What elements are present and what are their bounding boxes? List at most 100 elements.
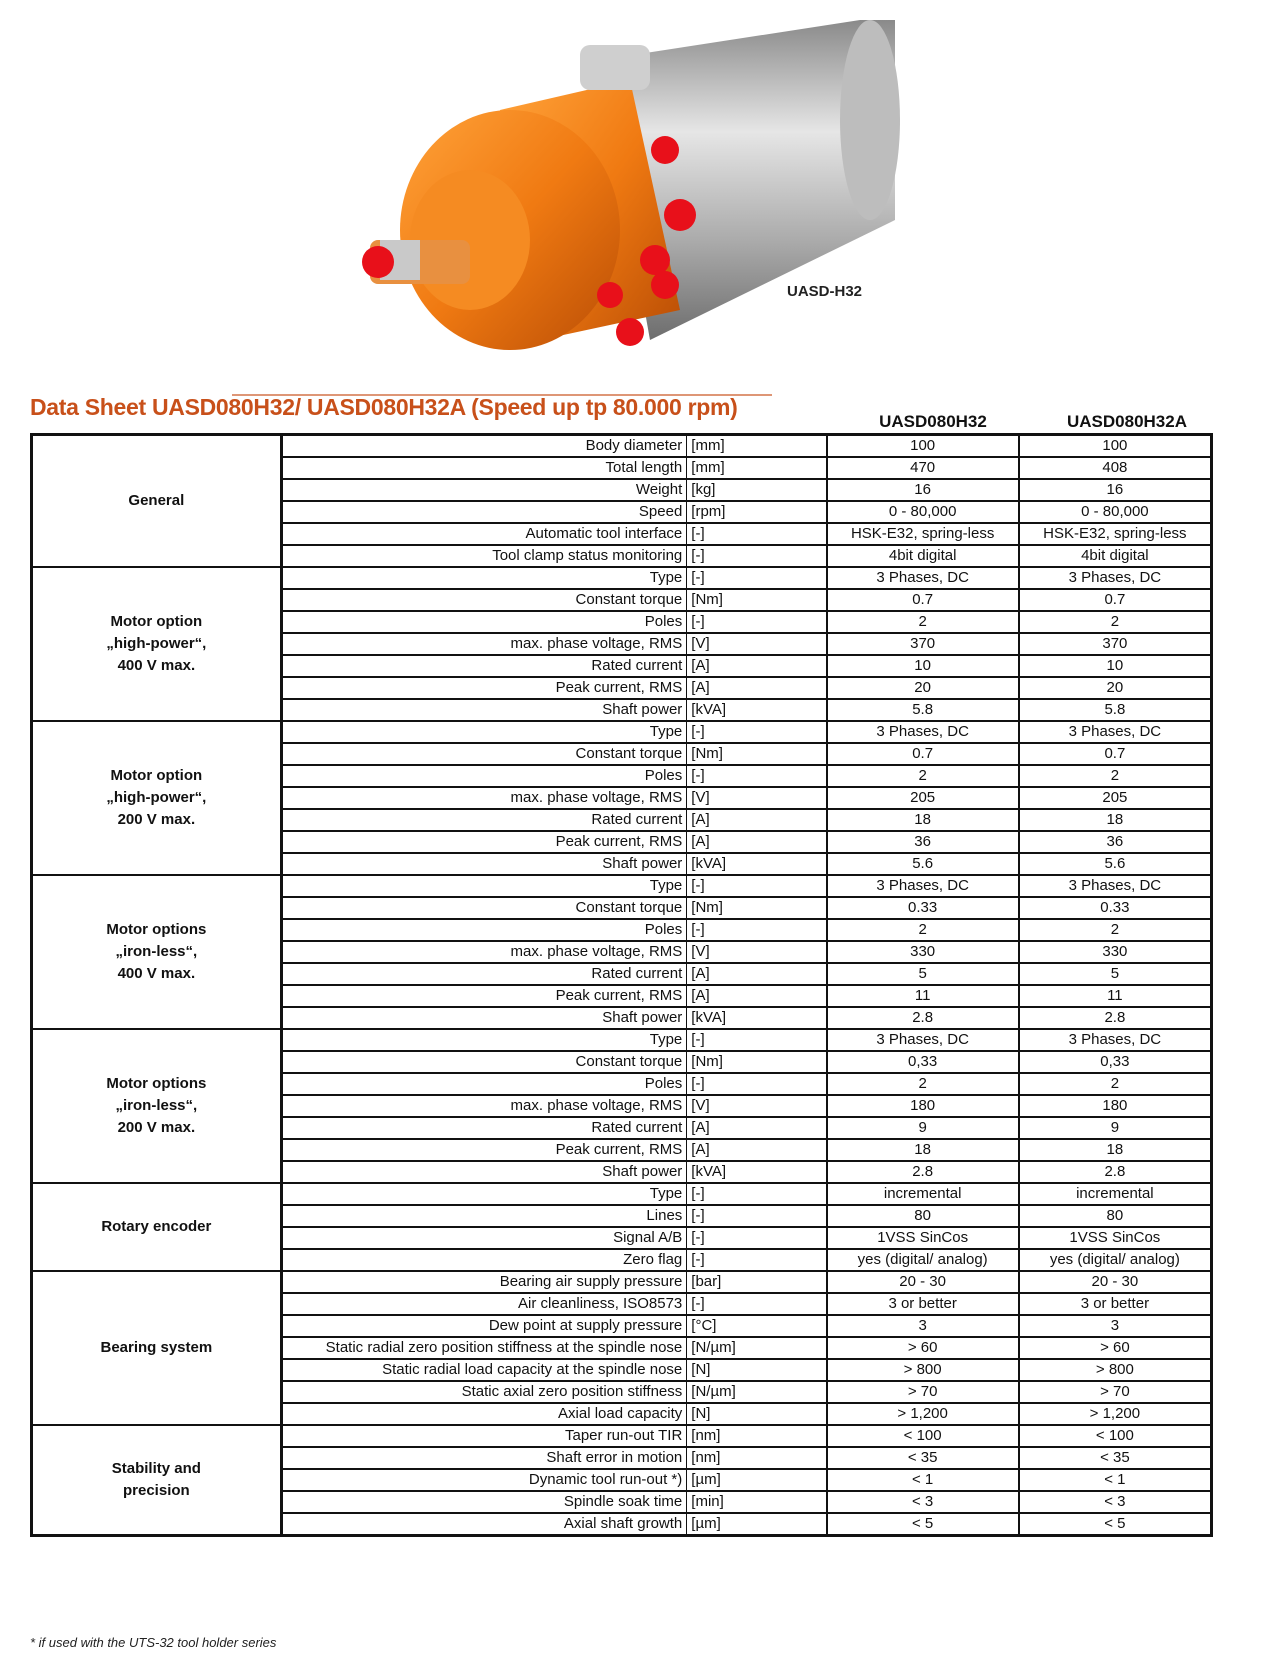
table-row: Shaft power [kVA] 2.8 2.8 <box>32 1160 1213 1184</box>
table-row: Automatic tool interface [-] HSK-E32, spri… <box>32 522 1213 546</box>
value-uasd080h32a: 330 <box>1017 940 1213 964</box>
value-uasd080h32a: 1VSS SinCos <box>1017 1226 1213 1250</box>
value-uasd080h32: 180 <box>825 1094 1020 1118</box>
table-row: Lines [-] 80 80 <box>32 1204 1213 1228</box>
unit: [-] <box>686 1182 828 1206</box>
page-title: Data Sheet UASD080H32/ UASD080H32A (Spee… <box>30 394 738 420</box>
value-uasd080h32: > 800 <box>825 1358 1020 1382</box>
value-uasd080h32a: 20 - 30 <box>1017 1270 1213 1294</box>
unit: [kVA] <box>686 852 828 876</box>
value-uasd080h32: 80 <box>825 1204 1020 1228</box>
value-uasd080h32: > 1,200 <box>825 1402 1020 1426</box>
title-rule <box>232 394 772 396</box>
value-uasd080h32a: > 1,200 <box>1017 1402 1213 1426</box>
value-uasd080h32: < 35 <box>825 1446 1020 1470</box>
parameter-name: max. phase voltage, RMS <box>280 632 688 656</box>
unit: [-] <box>686 1248 828 1272</box>
unit: [A] <box>686 984 828 1008</box>
spec-table: General Body diameter [mm] 100 100 Total leng… <box>30 433 1213 1537</box>
value-uasd080h32a: yes (digital/ analog) <box>1017 1248 1213 1272</box>
table-row: Poles [-] 2 2 <box>32 610 1213 634</box>
unit: [N] <box>686 1402 828 1426</box>
table-row: max. phase voltage, RMS [V] 330 330 <box>32 940 1213 964</box>
unit: [mm] <box>686 456 828 480</box>
unit: [Nm] <box>686 742 828 766</box>
value-uasd080h32a: 5 <box>1017 962 1213 986</box>
unit: [A] <box>686 830 828 854</box>
value-uasd080h32: 5 <box>825 962 1020 986</box>
table-row: Shaft power [kVA] 5.8 5.8 <box>32 698 1213 722</box>
parameter-name: Dew point at supply pressure <box>280 1314 688 1338</box>
value-uasd080h32: HSK-E32, spring-less <box>825 522 1020 546</box>
value-uasd080h32a: 2 <box>1017 764 1213 788</box>
group-label: Motor options „iron-less“, 400 V max. <box>30 874 283 1030</box>
unit: [-] <box>686 1292 828 1316</box>
unit: [A] <box>686 962 828 986</box>
value-uasd080h32: 18 <box>825 808 1020 832</box>
table-row: Peak current, RMS [A] 18 18 <box>32 1138 1213 1162</box>
unit: [A] <box>686 808 828 832</box>
value-uasd080h32a: < 3 <box>1017 1490 1213 1514</box>
parameter-name: Shaft error in motion <box>280 1446 688 1470</box>
parameter-name: Axial load capacity <box>280 1402 688 1426</box>
value-uasd080h32a: 3 Phases, DC <box>1017 1028 1213 1052</box>
value-uasd080h32a: 2.8 <box>1017 1006 1213 1030</box>
value-uasd080h32a: < 5 <box>1017 1512 1213 1537</box>
parameter-name: Total length <box>280 456 688 480</box>
value-uasd080h32a: 0.33 <box>1017 896 1213 920</box>
parameter-name: Body diameter <box>280 433 688 458</box>
unit: [kVA] <box>686 698 828 722</box>
column-header-uasd080h32: UASD080H32 <box>879 412 987 431</box>
table-row: Dew point at supply pressure [°C] 3 3 <box>32 1314 1213 1338</box>
value-uasd080h32a: 36 <box>1017 830 1213 854</box>
parameter-name: max. phase voltage, RMS <box>280 940 688 964</box>
value-uasd080h32a: > 60 <box>1017 1336 1213 1360</box>
value-uasd080h32a: HSK-E32, spring-less <box>1017 522 1213 546</box>
unit: [kg] <box>686 478 828 502</box>
unit: [N] <box>686 1358 828 1382</box>
table-row: Static radial load capacity at the spind… <box>32 1358 1213 1382</box>
value-uasd080h32: yes (digital/ analog) <box>825 1248 1020 1272</box>
value-uasd080h32: > 70 <box>825 1380 1020 1404</box>
parameter-name: Dynamic tool run-out *) <box>280 1468 688 1492</box>
table-row: Static radial zero position stiffness at… <box>32 1336 1213 1360</box>
unit: [-] <box>686 544 828 568</box>
table-row: Rated current [A] 5 5 <box>32 962 1213 986</box>
value-uasd080h32a: > 800 <box>1017 1358 1213 1382</box>
value-uasd080h32: 0.7 <box>825 742 1020 766</box>
value-uasd080h32a: 0 - 80,000 <box>1017 500 1213 524</box>
table-row: max. phase voltage, RMS [V] 180 180 <box>32 1094 1213 1118</box>
value-uasd080h32: 2.8 <box>825 1006 1020 1030</box>
table-row: Rated current [A] 9 9 <box>32 1116 1213 1140</box>
parameter-name: Type <box>280 874 688 898</box>
table-row: Motor option „high-power“, 200 V max. Typ… <box>30 720 1213 876</box>
value-uasd080h32a: 20 <box>1017 676 1213 700</box>
table-row: Shaft error in motion [nm] < 35 < 35 <box>32 1446 1213 1470</box>
unit: [-] <box>686 918 828 942</box>
unit: [mm] <box>686 433 828 458</box>
value-uasd080h32a: 2 <box>1017 918 1213 942</box>
table-row: Motor options „iron-less“, 200 V max. Typ… <box>30 1028 1213 1184</box>
value-uasd080h32a: 3 Phases, DC <box>1017 874 1213 898</box>
value-uasd080h32: 3 Phases, DC <box>825 874 1020 898</box>
unit: [A] <box>686 654 828 678</box>
parameter-name: Static axial zero position stiffness <box>280 1380 688 1404</box>
unit: [-] <box>686 1204 828 1228</box>
unit: [nm] <box>686 1424 828 1448</box>
value-uasd080h32: 5.8 <box>825 698 1020 722</box>
value-uasd080h32a: 2 <box>1017 1072 1213 1096</box>
unit: [nm] <box>686 1446 828 1470</box>
table-row: Poles [-] 2 2 <box>32 1072 1213 1096</box>
value-uasd080h32a: 3 Phases, DC <box>1017 566 1213 590</box>
table-row: Speed [rpm] 0 - 80,000 0 - 80,000 <box>32 500 1213 524</box>
table-row: Shaft power [kVA] 5.6 5.6 <box>32 852 1213 876</box>
unit: [-] <box>686 720 828 744</box>
parameter-name: Signal A/B <box>280 1226 688 1250</box>
value-uasd080h32: 20 - 30 <box>825 1270 1020 1294</box>
column-header-uasd080h32a: UASD080H32A <box>1067 412 1187 431</box>
unit: [rpm] <box>686 500 828 524</box>
value-uasd080h32: 0.7 <box>825 588 1020 612</box>
parameter-name: Rated current <box>280 808 688 832</box>
value-uasd080h32: < 5 <box>825 1512 1020 1537</box>
table-row: Constant torque [Nm] 0.33 0.33 <box>32 896 1213 920</box>
